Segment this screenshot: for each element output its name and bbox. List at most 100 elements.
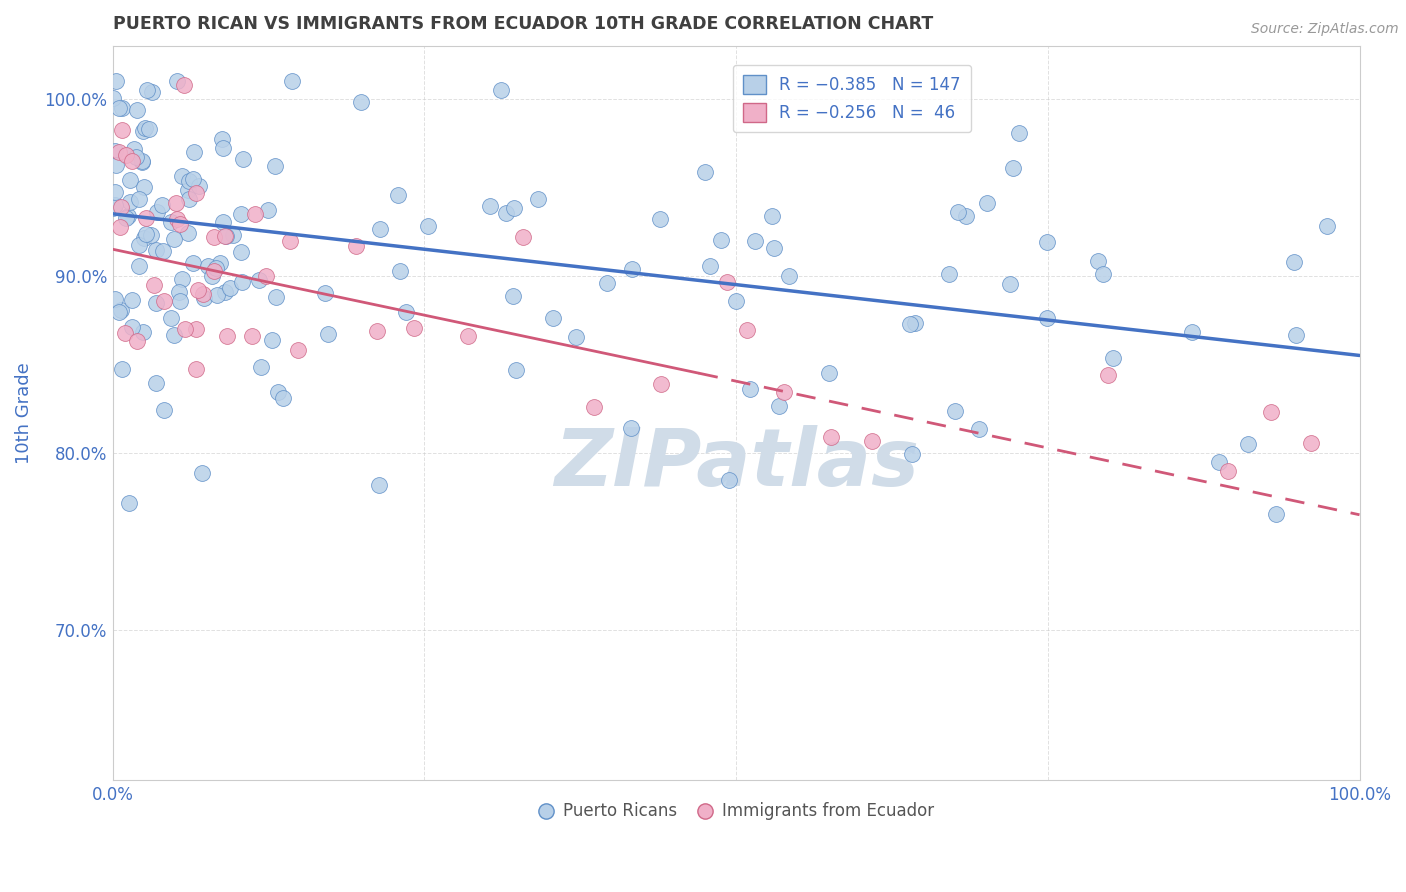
Point [1036,311,1059,326]
Point [1260,405,1282,419]
Point [512,230,534,244]
Point [281,74,304,88]
Point [943,404,966,418]
Point [118,496,141,510]
Point [202,230,225,244]
Point [122,142,145,156]
Point [142,278,165,293]
Point [389,264,412,278]
Point [264,290,287,304]
Point [710,233,733,247]
Point [193,291,215,305]
Point [901,447,924,461]
Point [132,179,155,194]
Text: ZIPatlas: ZIPatlas [554,425,918,503]
Point [197,259,219,273]
Point [1092,267,1115,281]
Point [177,183,200,197]
Point [1208,454,1230,468]
Point [205,260,228,275]
Point [368,478,391,492]
Point [1097,368,1119,382]
Point [114,211,136,226]
Point [761,209,783,223]
Point [212,140,235,154]
Point [699,259,721,273]
Point [131,154,153,169]
Point [111,101,134,115]
Point [186,362,208,376]
Point [205,288,228,302]
Point [104,74,127,88]
Point [231,207,253,221]
Point [128,259,150,273]
Point [1301,435,1323,450]
Point [107,101,129,115]
Point [131,124,153,138]
Point [214,285,236,300]
Point [159,310,181,325]
Point [478,198,501,212]
Point [201,268,224,283]
Point [173,78,195,92]
Point [135,211,157,226]
Point [170,169,193,183]
Point [174,322,197,336]
Point [740,382,762,396]
Point [250,359,273,374]
Point [104,185,127,199]
Point [202,264,225,278]
Point [820,430,842,444]
Point [543,311,565,326]
Point [648,211,671,226]
Point [107,145,129,159]
Point [138,122,160,136]
Point [583,400,606,414]
Point [773,384,796,399]
Point [1236,437,1258,451]
Point [650,377,672,392]
Point [186,186,208,201]
Point [104,293,127,307]
Point [505,363,527,377]
Point [596,276,619,290]
Point [169,217,191,231]
Point [166,74,188,88]
Point [191,467,214,481]
Point [145,376,167,391]
Point [121,154,143,169]
Point [267,384,290,399]
Point [763,242,786,256]
Point [176,226,198,240]
Point [527,192,550,206]
Point [346,239,368,253]
Point [135,227,157,242]
Point [904,316,927,330]
Point [457,329,479,343]
Point [125,150,148,164]
Point [111,362,134,376]
Point [177,174,200,188]
Point [211,132,233,146]
Point [115,148,138,162]
Point [316,327,339,342]
Point [101,201,124,215]
Point [744,234,766,248]
Point [491,83,513,97]
Text: Source: ZipAtlas.com: Source: ZipAtlas.com [1251,22,1399,37]
Point [222,227,245,242]
Point [1265,507,1288,521]
Point [969,422,991,436]
Point [502,201,524,215]
Point [141,85,163,99]
Point [695,165,717,179]
Point [167,285,190,300]
Point [219,281,242,295]
Point [114,326,136,341]
Point [145,204,167,219]
Point [215,228,238,243]
Point [145,244,167,258]
Point [231,275,253,289]
Point [184,322,207,336]
Point [132,325,155,339]
